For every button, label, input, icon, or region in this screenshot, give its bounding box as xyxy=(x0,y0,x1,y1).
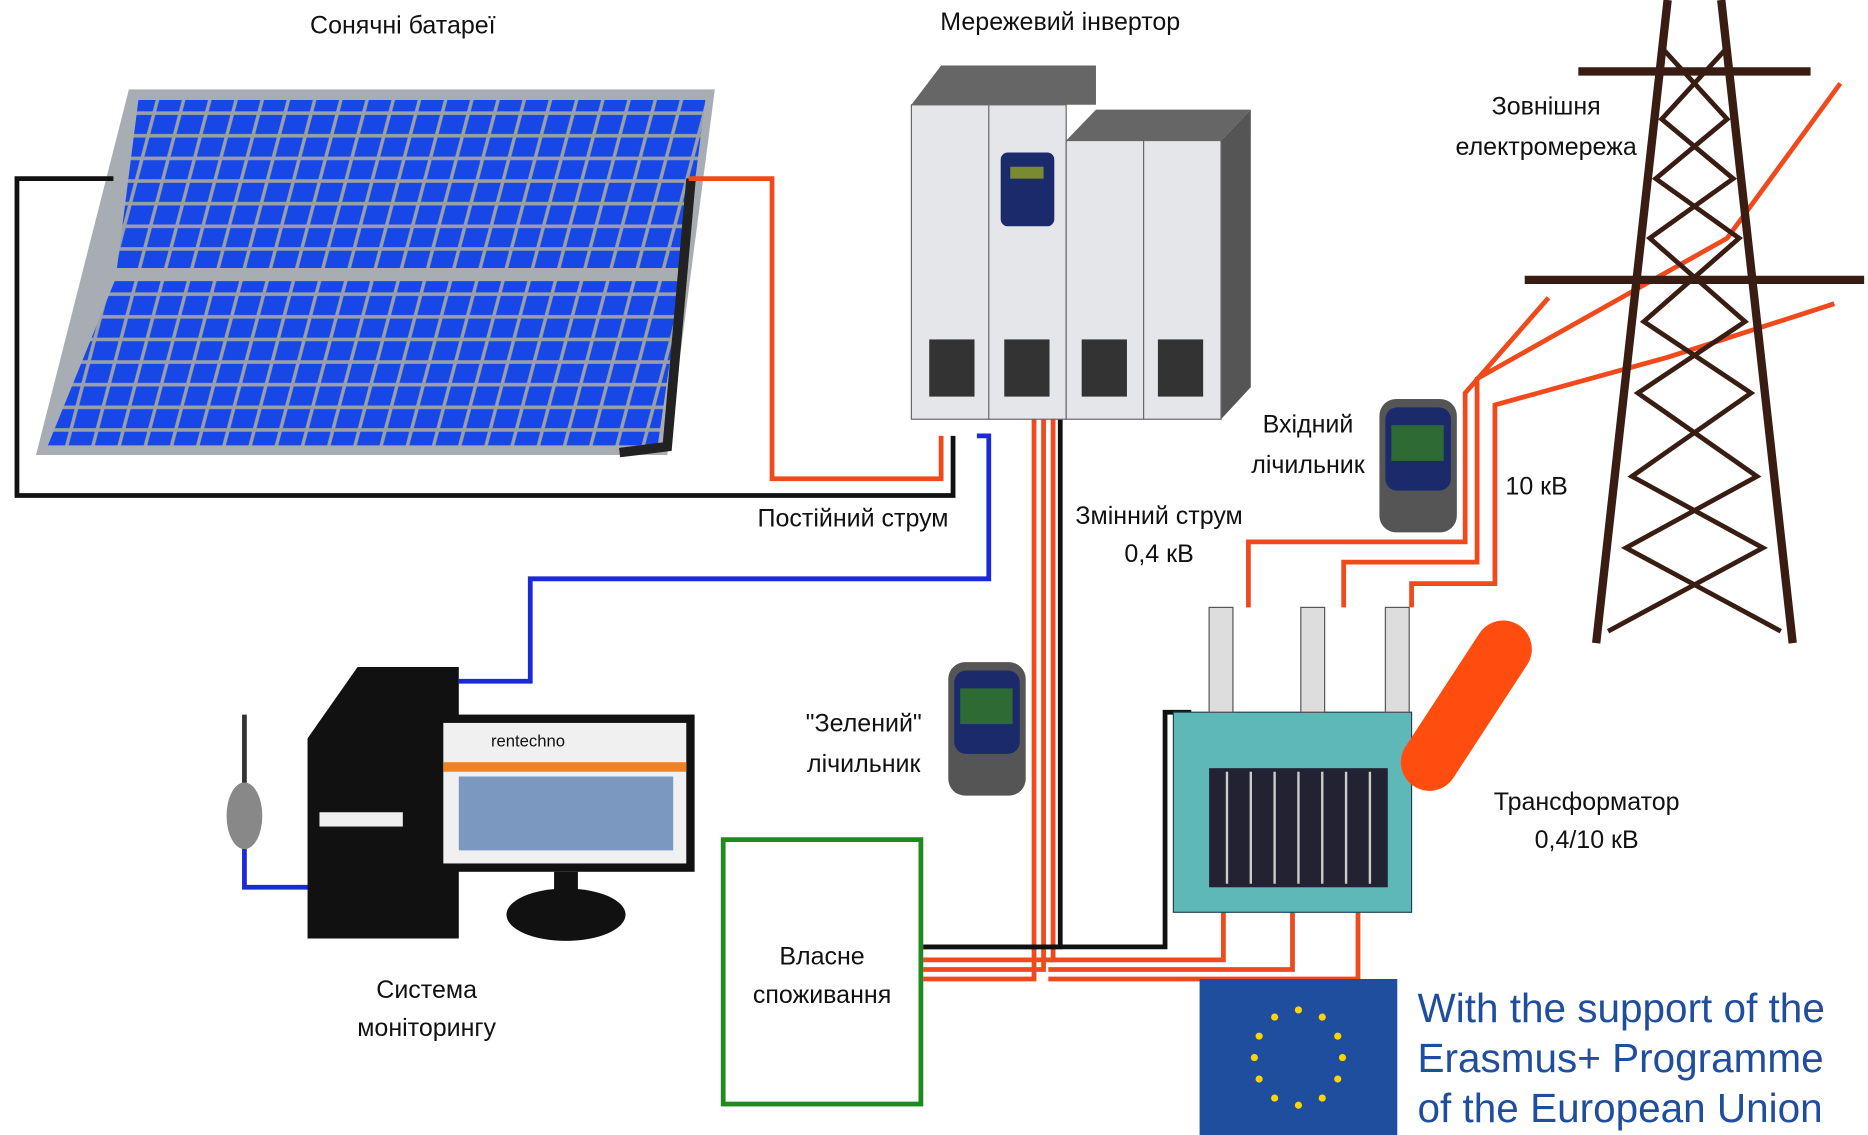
label: споживання xyxy=(753,981,891,1009)
label: Змінний струм xyxy=(1075,502,1242,530)
label: Зовнішня xyxy=(1492,92,1601,120)
label: моніторингу xyxy=(357,1014,496,1042)
consumption-box xyxy=(723,840,921,1104)
label: "Зелений" xyxy=(806,709,922,737)
inverter xyxy=(911,66,1250,420)
diagram: rentechno Сонячні батареї Мережевий інве… xyxy=(0,0,1868,1135)
eu-flag xyxy=(1200,979,1398,1135)
label: Вхідний xyxy=(1263,410,1354,438)
label: 0,4/10 кВ xyxy=(1535,826,1639,854)
label: 0,4 кВ xyxy=(1124,540,1193,568)
label: лічильник xyxy=(1251,451,1366,479)
computer: rentechno xyxy=(227,667,695,941)
label: Власне xyxy=(779,943,864,971)
label: Трансформатор xyxy=(1494,788,1680,816)
label: Сонячні батареї xyxy=(310,11,496,39)
transformer xyxy=(1173,607,1503,912)
label: Постійний струм xyxy=(758,504,949,532)
solar-panel xyxy=(36,89,715,455)
label: електромережа xyxy=(1456,133,1637,161)
label: 10 кВ xyxy=(1505,472,1567,500)
label: лічильник xyxy=(807,750,922,778)
support-text: With the support of the xyxy=(1418,985,1825,1031)
support-text: of the European Union xyxy=(1418,1085,1823,1131)
label: Мережевий інвертор xyxy=(940,8,1180,36)
label: Система xyxy=(376,976,477,1004)
support-text: Erasmus+ Programme xyxy=(1418,1035,1824,1081)
screen-logo: rentechno xyxy=(491,732,565,751)
